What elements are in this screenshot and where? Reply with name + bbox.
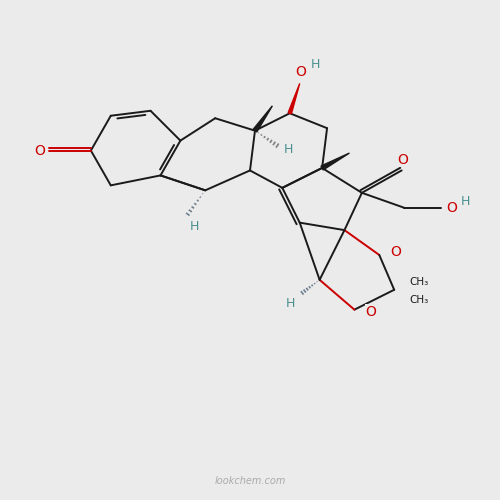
Text: O: O [296, 66, 306, 80]
Text: CH₃: CH₃ [409, 278, 428, 287]
Text: H: H [460, 196, 470, 208]
Text: O: O [390, 246, 401, 260]
Text: lookchem.com: lookchem.com [214, 476, 286, 486]
Polygon shape [253, 106, 272, 132]
Text: H: H [284, 143, 293, 156]
Text: O: O [397, 152, 408, 166]
Text: H: H [286, 297, 296, 310]
Text: O: O [366, 305, 376, 319]
Text: H: H [190, 220, 199, 233]
Polygon shape [321, 153, 350, 170]
Text: O: O [34, 144, 45, 158]
Text: CH₃: CH₃ [409, 294, 428, 304]
Text: O: O [446, 200, 458, 214]
Text: H: H [311, 58, 320, 71]
Polygon shape [288, 84, 300, 114]
